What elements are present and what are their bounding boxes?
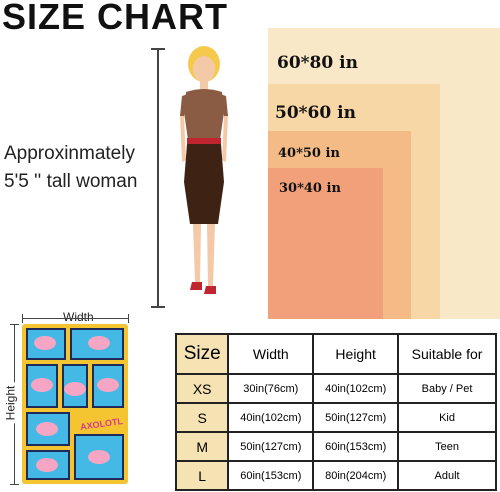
blanket-image: AXOLOTL <box>22 324 128 484</box>
size-label-50x60: 50*60 in <box>275 103 356 123</box>
cell-height: 50in(127cm) <box>312 402 400 433</box>
cell-size: S <box>174 402 230 433</box>
axolotl-figure <box>36 422 58 436</box>
cell-height: 80in(204cm) <box>312 460 400 491</box>
table-row: S 40in(102cm) 50in(127cm) Kid <box>174 402 497 433</box>
header-size: Size <box>174 333 230 375</box>
woman-height-line1: Approxinmately <box>4 143 135 164</box>
header-width: Width <box>227 333 315 375</box>
header-suitable-for: Suitable for <box>397 333 497 375</box>
woman-height-label: Approxinmately 5'5 '' tall woman <box>4 140 137 196</box>
cell-width: 30in(76cm) <box>227 373 315 404</box>
blanket-width-label: Width <box>60 310 97 324</box>
axolotl-figure <box>34 336 56 350</box>
size-label-40x50: 40*50 in <box>278 146 340 161</box>
table-header-row: Size Width Height Suitable for <box>174 333 497 375</box>
size-table: Size Width Height Suitable for XS 30in(7… <box>174 333 497 491</box>
table-row: XS 30in(76cm) 40in(102cm) Baby / Pet <box>174 373 497 404</box>
size-label-30x40: 30*40 in <box>279 181 341 196</box>
blanket-height-label: Height <box>3 382 18 424</box>
table-row: L 60in(153cm) 80in(204cm) Adult <box>174 460 497 491</box>
woman-height-line2: 5'5 '' tall woman <box>4 171 138 192</box>
cell-suitable: Kid <box>397 402 497 433</box>
blanket-width-cap-right <box>128 314 129 323</box>
blanket-height-cap-top <box>10 324 19 325</box>
cell-suitable: Adult <box>397 460 497 491</box>
cell-size: M <box>174 431 230 462</box>
axolotl-figure <box>36 458 58 472</box>
height-marker-cap-bottom <box>151 306 165 308</box>
cell-height: 40in(102cm) <box>312 373 400 404</box>
cell-suitable: Teen <box>397 431 497 462</box>
cell-width: 60in(153cm) <box>227 460 315 491</box>
page-title: SIZE CHART <box>2 0 228 37</box>
blanket-width-line <box>22 318 128 319</box>
axolotl-figure <box>64 382 86 396</box>
header-height: Height <box>312 333 400 375</box>
size-rect-30x40 <box>268 168 383 319</box>
cell-size: XS <box>174 373 230 404</box>
cell-size: L <box>174 460 230 491</box>
blanket-height-cap-bottom <box>10 484 19 485</box>
height-marker-cap-top <box>151 48 165 50</box>
axolotl-figure <box>31 378 53 392</box>
table-row: M 50in(127cm) 60in(153cm) Teen <box>174 431 497 462</box>
size-comparison: 60*80 in 50*60 in 40*50 in 30*40 in <box>268 28 500 319</box>
axolotl-figure <box>97 378 119 392</box>
blanket-print-text: AXOLOTL <box>79 416 124 432</box>
size-label-60x80: 60*80 in <box>277 53 358 73</box>
axolotl-figure <box>88 336 110 350</box>
cell-height: 60in(153cm) <box>312 431 400 462</box>
cell-width: 40in(102cm) <box>227 402 315 433</box>
woman-illustration <box>180 46 228 294</box>
axolotl-figure <box>88 450 110 464</box>
height-marker-line <box>157 48 159 308</box>
cell-width: 50in(127cm) <box>227 431 315 462</box>
cell-suitable: Baby / Pet <box>397 373 497 404</box>
blanket-width-cap-left <box>22 314 23 323</box>
